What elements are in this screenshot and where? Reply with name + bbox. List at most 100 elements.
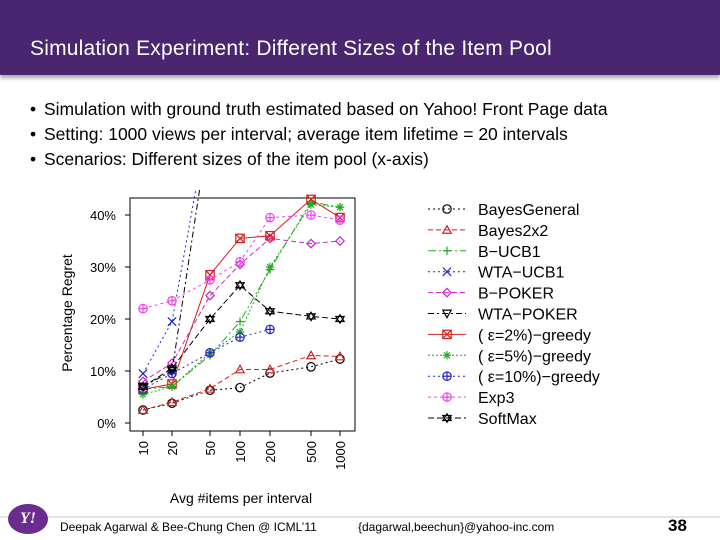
marker-plus bbox=[442, 246, 452, 255]
legend: BayesGeneral Bayes2x2 B−UCB1 WTA−UCB1 B−POKE… bbox=[428, 202, 600, 428]
bullet-item: • Scenarios: Different sizes of the item … bbox=[30, 147, 608, 172]
marker-x bbox=[167, 316, 177, 327]
series-line bbox=[142, 328, 271, 390]
footer-email: {dagarwal,beechun}@yahoo-inc.com bbox=[358, 520, 555, 534]
y-tick-label: 10% bbox=[90, 364, 116, 379]
y-tick-label: 0% bbox=[97, 416, 116, 431]
series-line bbox=[142, 198, 341, 390]
marker-star-david-up bbox=[234, 279, 246, 289]
marker-box bbox=[235, 233, 245, 244]
series-7 bbox=[138, 200, 345, 399]
marker-circle-plus bbox=[442, 372, 452, 381]
marker-circle-plus bbox=[442, 392, 452, 402]
marker-box bbox=[442, 329, 452, 340]
y-axis-label: Percentage Regret bbox=[59, 254, 75, 372]
legend-label: B−POKER bbox=[478, 286, 554, 303]
marker-star-david-down bbox=[137, 383, 149, 392]
plot-frame bbox=[129, 197, 356, 432]
marker-star-david-up bbox=[264, 305, 276, 315]
bullet-dot-icon: • bbox=[30, 124, 37, 144]
marker-circle-plus bbox=[235, 333, 245, 342]
marker-star-david-down bbox=[264, 308, 276, 317]
series-3 bbox=[138, 190, 197, 379]
footer-authors: Deepak Agarwal & Bee-Chung Chen @ ICML’1… bbox=[60, 520, 317, 534]
marker-circle bbox=[442, 204, 452, 214]
legend-label: WTA−UCB1 bbox=[478, 265, 564, 282]
marker-star-david-up bbox=[441, 412, 453, 422]
series-9 bbox=[138, 210, 345, 314]
marker-circle-plus bbox=[205, 275, 215, 285]
legend-label: ( ε=5%)−greedy bbox=[478, 348, 591, 365]
marker-circle-plus bbox=[235, 257, 245, 266]
x-tick-label: 100 bbox=[233, 441, 248, 463]
marker-star bbox=[138, 390, 148, 399]
marker-star-david-up bbox=[137, 381, 149, 390]
marker-star-david-down bbox=[334, 315, 346, 325]
legend-label: ( ε=2%)−greedy bbox=[478, 327, 591, 344]
marker-star-david-up bbox=[166, 363, 178, 372]
marker-star-david-down bbox=[441, 414, 453, 424]
marker-star bbox=[335, 203, 345, 212]
marker-star-david-up bbox=[204, 313, 216, 323]
marker-triangle bbox=[204, 383, 216, 393]
series-line bbox=[142, 190, 201, 388]
legend-label: BayesGeneral bbox=[478, 202, 579, 219]
marker-star bbox=[265, 262, 275, 272]
marker-diamond bbox=[234, 259, 246, 270]
legend-label: B−UCB1 bbox=[478, 244, 541, 261]
marker-star bbox=[167, 382, 177, 391]
legend-label: ( ε=10%)−greedy bbox=[478, 369, 600, 386]
y-tick-label: 30% bbox=[90, 260, 116, 275]
marker-box bbox=[265, 231, 275, 241]
legend-label: WTA−POKER bbox=[478, 307, 578, 324]
marker-triangle bbox=[305, 349, 317, 360]
bullet-list: • Simulation with ground truth estimated … bbox=[30, 97, 608, 172]
series-line bbox=[142, 190, 197, 374]
marker-diamond bbox=[334, 235, 346, 247]
series-line bbox=[142, 354, 341, 411]
legend-label: Bayes2x2 bbox=[478, 223, 548, 240]
marker-star-david-up bbox=[334, 313, 346, 323]
marker-triangle bbox=[234, 364, 246, 374]
marker-triangle bbox=[137, 404, 149, 414]
marker-plus bbox=[235, 317, 245, 326]
marker-circle bbox=[306, 362, 316, 372]
marker-star-david-down bbox=[204, 315, 216, 325]
bullet-item: • Simulation with ground truth estimated … bbox=[30, 97, 608, 122]
x-tick-label: 1000 bbox=[333, 441, 348, 470]
y-tick-label: 40% bbox=[90, 208, 116, 223]
marker-triangle bbox=[441, 224, 453, 234]
marker-circle-plus bbox=[138, 304, 148, 313]
marker-star bbox=[442, 351, 452, 360]
marker-box-x bbox=[442, 329, 452, 340]
marker-circle-plus bbox=[265, 213, 275, 222]
marker-x bbox=[138, 368, 148, 379]
bullet-text: Setting: 1000 views per interval; averag… bbox=[44, 124, 568, 144]
y-tick-label: 20% bbox=[90, 312, 116, 327]
regret-chart: Percentage Regret Avg #items per interva… bbox=[59, 190, 600, 506]
slide-title: Simulation Experiment: Different Sizes o… bbox=[30, 37, 552, 60]
marker-star-david-down bbox=[305, 313, 317, 322]
marker-star-david-down bbox=[166, 365, 178, 374]
series-line bbox=[142, 358, 341, 411]
marker-x bbox=[442, 267, 452, 277]
series-8 bbox=[138, 324, 275, 394]
marker-box-x bbox=[205, 270, 215, 280]
bullet-item: • Setting: 1000 views per interval; avera… bbox=[30, 122, 608, 147]
marker-circle bbox=[235, 382, 245, 393]
marker-triangle bbox=[334, 351, 346, 361]
legend-label: SoftMax bbox=[478, 411, 537, 428]
marker-diamond bbox=[305, 238, 317, 249]
x-tick-label: 200 bbox=[263, 441, 278, 463]
marker-triangle bbox=[264, 364, 276, 374]
bullet-dot-icon: • bbox=[30, 149, 37, 169]
bullet-text: Simulation with ground truth estimated b… bbox=[44, 99, 608, 119]
marker-triangle bbox=[166, 396, 178, 407]
bullet-dot-icon: • bbox=[30, 99, 37, 119]
x-tick-label: 500 bbox=[304, 441, 319, 463]
marker-star bbox=[235, 327, 245, 337]
legend-label: Exp3 bbox=[478, 390, 515, 407]
footer-divider bbox=[0, 516, 720, 518]
title-bar: Simulation Experiment: Different Sizes o… bbox=[0, 0, 720, 75]
marker-circle-plus bbox=[205, 348, 215, 357]
